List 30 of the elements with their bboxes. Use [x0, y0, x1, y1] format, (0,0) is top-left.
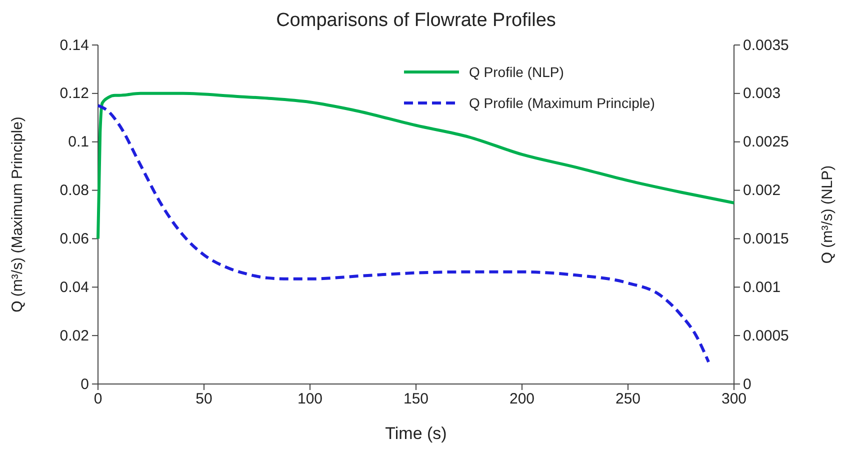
y-tick-label: 0	[80, 376, 89, 393]
y-tick-label: 0.04	[60, 278, 89, 296]
line-series	[96, 92, 736, 240]
x-tick-label: 150	[403, 390, 429, 408]
x-axis-title: Time (s)	[385, 424, 447, 443]
y-tick-label: 0.1	[68, 134, 89, 151]
x-tick-label: 50	[196, 390, 212, 408]
y-tick-label: 0.06	[60, 230, 89, 248]
y-tick-label: 0.08	[60, 182, 89, 200]
y2-axis-title: Q (m³/s) (NLP)	[819, 165, 836, 264]
x-tick-label: 300	[721, 390, 747, 408]
x-tick-label: 200	[509, 390, 535, 408]
y2-tick-label: 0.0005	[743, 327, 789, 344]
y2-tick-label: 0.001	[743, 278, 781, 296]
y2-tick-label: 0.003	[743, 85, 781, 102]
legend-label: Q Profile (Maximum Principle)	[469, 95, 655, 111]
x-tick-label: 100	[297, 390, 323, 408]
y2-tick-label: 0.002	[743, 182, 781, 200]
legend-label: Q Profile (NLP)	[469, 64, 564, 80]
chart-title: Comparisons of Flowrate Profiles	[276, 10, 556, 31]
y-axis-title: Q (m³/s) (Maximum Principle)	[9, 116, 26, 312]
y2-tick-label: 0	[743, 376, 752, 393]
y2-tick-label: 0.0015	[743, 230, 789, 248]
y2-tick-label: 0.0035	[743, 36, 789, 54]
y-tick-label: 0.12	[60, 85, 89, 102]
y-tick-label: 0.02	[60, 327, 89, 344]
y-tick-label: 0.14	[60, 36, 89, 54]
y2-tick-label: 0.0025	[743, 134, 789, 151]
x-tick-label: 250	[615, 390, 641, 408]
x-tick-label: 0	[94, 390, 102, 408]
